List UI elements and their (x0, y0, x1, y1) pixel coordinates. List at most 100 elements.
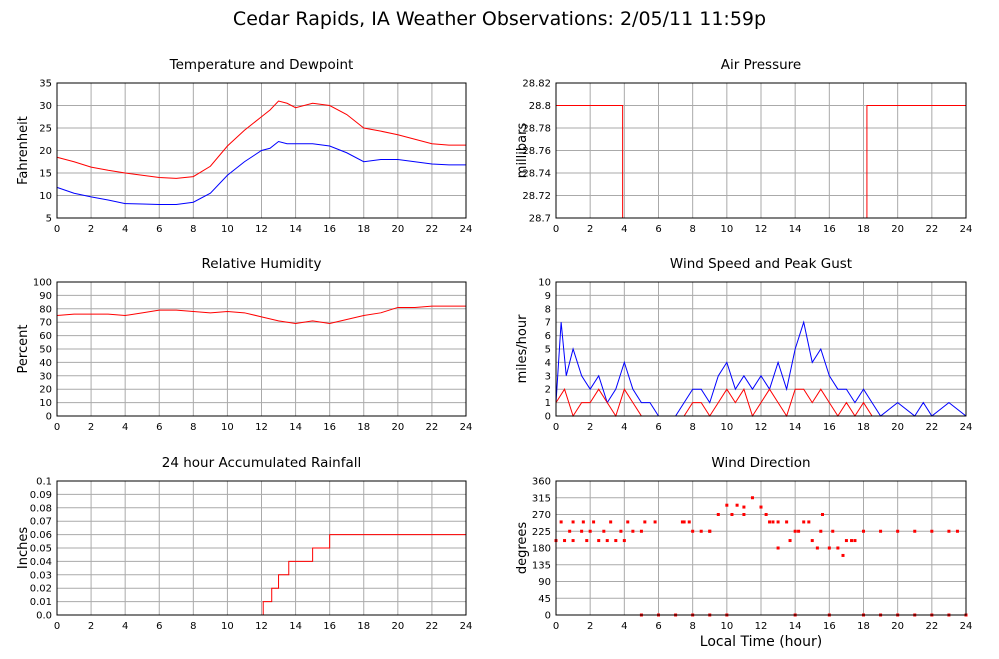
x-tick-label: 22 (426, 422, 439, 433)
data-point (797, 529, 801, 533)
series-line (56, 305, 466, 325)
x-tick-label: 12 (255, 422, 268, 433)
data-point (879, 529, 883, 533)
y-tick-label: 2 (545, 385, 551, 396)
y-axis-label: millibars (515, 123, 530, 179)
y-tick-label: 80 (39, 304, 52, 315)
data-point (776, 520, 780, 524)
x-tick-label: 22 (426, 224, 439, 235)
x-tick-label: 14 (789, 621, 802, 632)
x-tick-label: 2 (88, 224, 94, 235)
y-tick-label: 25 (39, 124, 52, 135)
y-tick-label: 50 (39, 345, 52, 356)
x-tick-label: 24 (960, 422, 973, 433)
data-point (836, 546, 840, 550)
x-tick-label: 8 (689, 621, 695, 632)
y-tick-label: 28.76 (522, 146, 551, 157)
x-tick-label: 8 (689, 224, 695, 235)
y-tick-label: 4 (545, 358, 551, 369)
x-tick-label: 24 (460, 422, 473, 433)
x-tick-label: 4 (122, 621, 128, 632)
chart-title: 24 hour Accumulated Rainfall (162, 455, 361, 471)
data-point (788, 539, 792, 543)
y-tick-label: 0.0 (36, 611, 52, 622)
y-tick-label: 28.74 (522, 169, 551, 180)
data-point (680, 520, 684, 524)
data-point (592, 520, 596, 524)
y-tick-label: 1 (545, 398, 551, 409)
x-tick-label: 18 (857, 422, 870, 433)
y-tick-label: 360 (532, 477, 551, 488)
y-tick-label: 70 (39, 318, 52, 329)
chart-title: Relative Humidity (202, 256, 322, 272)
x-tick-label: 6 (655, 224, 661, 235)
data-point (708, 529, 712, 533)
data-point (571, 520, 575, 524)
data-point (602, 529, 606, 533)
x-tick-label: 24 (960, 224, 973, 235)
data-point (725, 503, 729, 507)
x-tick-label: 18 (357, 422, 370, 433)
data-point (588, 529, 592, 533)
y-tick-label: 180 (532, 544, 551, 555)
x-tick-label: 6 (655, 422, 661, 433)
y-tick-label: 5 (545, 345, 551, 356)
y-tick-label: 3 (545, 371, 551, 382)
y-tick-label: 0 (46, 412, 52, 423)
y-axis-label: degrees (515, 522, 530, 575)
data-point (793, 529, 797, 533)
data-point (844, 539, 848, 543)
x-tick-label: 6 (156, 422, 162, 433)
chart-title: Air Pressure (721, 57, 801, 73)
x-tick-label: 16 (323, 224, 336, 235)
data-point (559, 520, 563, 524)
data-point (735, 503, 739, 507)
data-point (585, 539, 589, 543)
y-axis-label: Fahrenheit (16, 116, 31, 185)
x-tick-label: 2 (88, 621, 94, 632)
series-line (555, 388, 873, 418)
y-tick-label: 100 (33, 278, 52, 289)
data-point (626, 520, 630, 524)
x-tick-label: 20 (891, 224, 904, 235)
y-axis-label: Inches (16, 527, 31, 569)
x-tick-label: 6 (655, 621, 661, 632)
data-point (750, 496, 754, 500)
x-tick-label: 20 (391, 422, 404, 433)
x-tick-label: 24 (960, 621, 973, 632)
y-tick-label: 28.78 (522, 124, 551, 135)
data-point (807, 520, 811, 524)
y-tick-label: 30 (39, 371, 52, 382)
data-point (776, 546, 780, 550)
y-axis-label: Percent (16, 325, 31, 374)
y-tick-label: 28.8 (529, 101, 551, 112)
data-point (631, 529, 635, 533)
x-tick-label: 20 (391, 224, 404, 235)
x-tick-label: 18 (357, 621, 370, 632)
data-point (580, 529, 584, 533)
x-tick-label: 10 (720, 621, 733, 632)
plot-frame (555, 82, 967, 219)
y-tick-label: 5 (46, 214, 52, 225)
y-tick-label: 10 (39, 191, 52, 202)
data-point (810, 539, 814, 543)
x-tick-label: 18 (357, 224, 370, 235)
y-tick-label: 315 (532, 493, 551, 504)
x-tick-label: 12 (755, 224, 768, 235)
x-tick-label: 0 (553, 422, 559, 433)
y-tick-label: 0.08 (30, 503, 52, 514)
y-tick-label: 0.09 (30, 490, 52, 501)
chart-title: Temperature and Dewpoint (169, 57, 354, 73)
data-point (802, 520, 806, 524)
data-point (841, 553, 845, 557)
y-axis-label: miles/hour (515, 314, 530, 383)
data-point (682, 520, 686, 524)
chart-title: Wind Speed and Peak Gust (670, 256, 852, 272)
x-tick-label: 10 (221, 422, 234, 433)
x-tick-label: 10 (720, 422, 733, 433)
